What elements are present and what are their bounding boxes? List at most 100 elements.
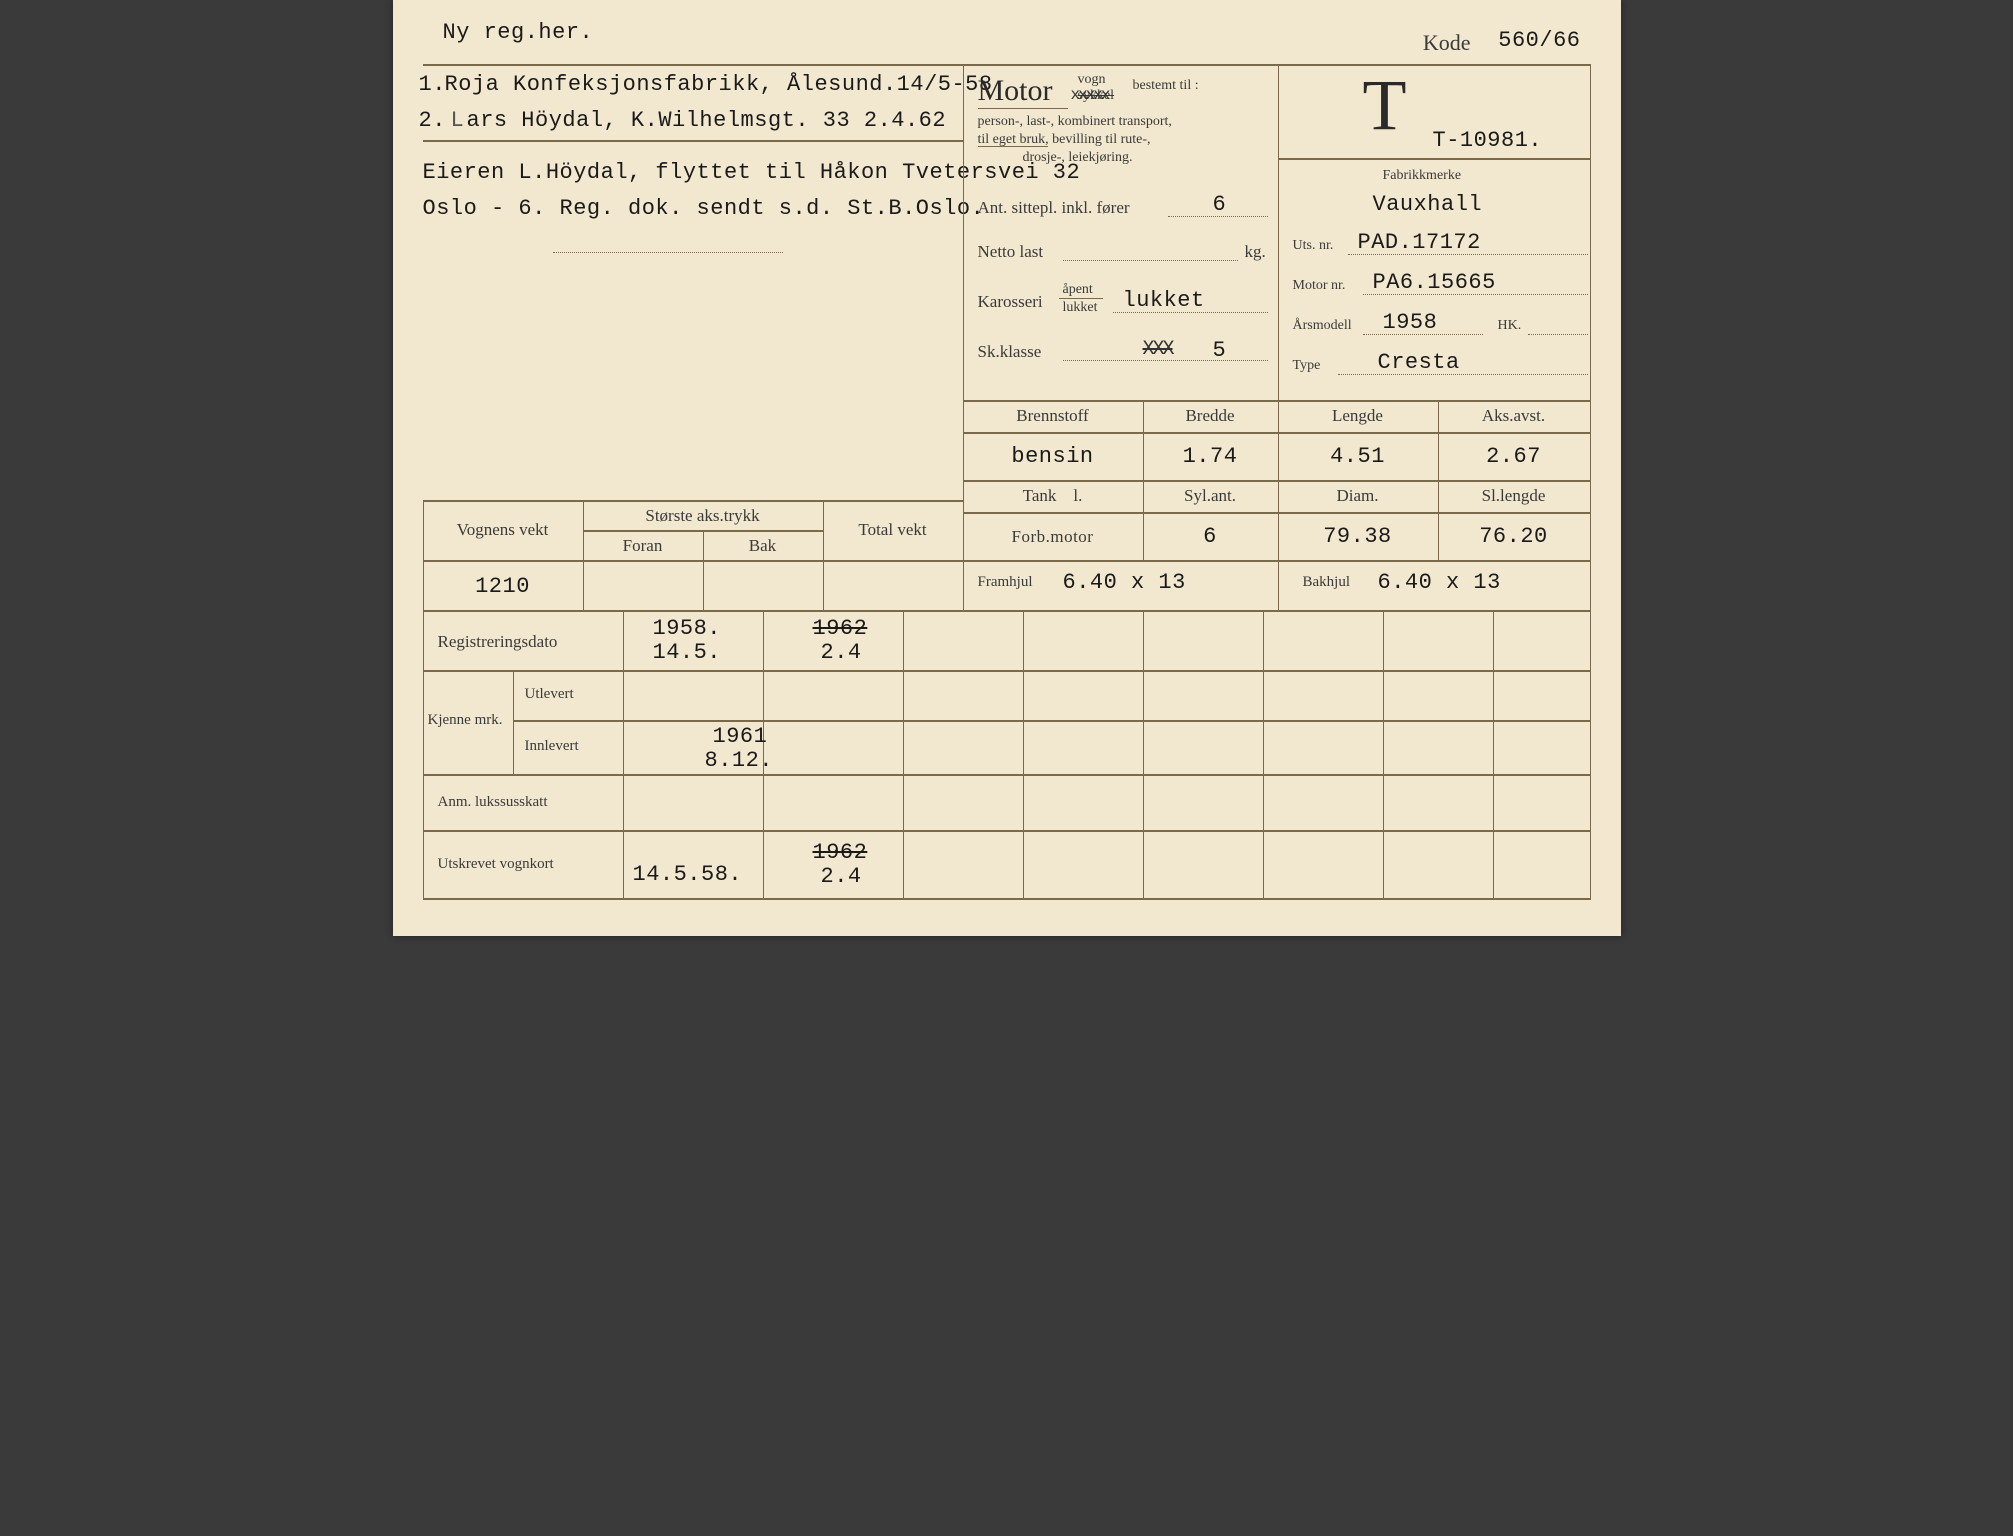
dates-v-reg [623, 610, 625, 670]
tank-label: Tank l. [963, 486, 1143, 506]
motor-underline-2 [978, 146, 1048, 147]
anm-label: Anm. lukssusskatt [438, 794, 548, 811]
dates-vc3 [1023, 610, 1025, 898]
vognensvekt-value: 1210 [423, 574, 583, 599]
type-value: Cresta [1378, 350, 1460, 375]
utskrevet-2-year: 1962 [813, 840, 868, 865]
innlevert-day: 8.12. [705, 748, 774, 773]
motornr-dotline [1363, 294, 1588, 295]
lengde-label: Lengde [1278, 406, 1438, 426]
weights-v2 [823, 500, 825, 610]
arsmodell-label: Årsmodell [1293, 318, 1352, 334]
dates-h5 [423, 898, 1591, 900]
dates-vc7 [1493, 610, 1495, 898]
regdato-2-year: 1962 [813, 616, 868, 641]
syl-value: 6 [1143, 524, 1278, 549]
aksavst-label: Aks.avst. [1438, 406, 1590, 426]
bredde-value: 1.74 [1143, 444, 1278, 469]
bakhjul-label: Bakhjul [1303, 574, 1351, 591]
kode-value: 560/66 [1498, 28, 1580, 53]
brennstoff-label: Brennstoff [963, 406, 1143, 426]
motor-word: Motor [978, 74, 1053, 107]
regdato-1-year: 1958. [653, 616, 722, 641]
syl-label: Syl.ant. [1143, 486, 1278, 506]
dates-vc2 [903, 610, 905, 898]
specs-r4 [423, 560, 1591, 562]
dates-h3 [423, 774, 1591, 776]
rule-regno [1278, 158, 1590, 160]
diam-label: Diam. [1278, 486, 1438, 506]
motornr-label: Motor nr. [1293, 278, 1346, 294]
karosseri-fraction-line [1059, 298, 1103, 299]
brennstoff-value: bensin [963, 444, 1143, 469]
dates-vc4 [1143, 610, 1145, 898]
utsnr-label: Uts. nr. [1293, 238, 1334, 254]
nettolast-label: Netto last [978, 242, 1044, 262]
kjenne-label: Kjenne mrk. [428, 712, 503, 729]
regdato-1-day: 14.5. [653, 640, 722, 665]
utsnr-dotline [1348, 254, 1588, 255]
utskrevet-label: Utskrevet vognkort [438, 856, 554, 873]
rule-top [423, 64, 1591, 66]
nettolast-unit: kg. [1245, 242, 1266, 262]
utsnr-value: PAD.17172 [1358, 230, 1481, 255]
regdato-label: Registreringsdato [438, 632, 558, 652]
vline-motor-left [963, 64, 965, 400]
innlevert-label: Innlevert [525, 738, 579, 755]
card-content: Ny reg.her. Kode 560/66 1. Roja Konfeksj… [423, 20, 1591, 916]
regdato-2-day: 2.4 [821, 640, 862, 665]
hk-dotline [1528, 334, 1588, 335]
karosseri-dotline [1113, 312, 1268, 313]
registration-card: Ny reg.her. Kode 560/66 1. Roja Konfeksj… [393, 0, 1621, 936]
specs-r2 [963, 480, 1591, 482]
weights-mid [583, 530, 823, 532]
motor-xxxxx: xxxxx [1071, 86, 1109, 104]
forbmotor-label: Forb.motor [963, 524, 1143, 549]
owner-line-2-initial: L [451, 108, 465, 133]
skklasse-xxx: XXX [1143, 338, 1173, 361]
sllengde-value: 76.20 [1438, 524, 1590, 549]
diam-value: 79.38 [1278, 524, 1438, 549]
hk-label: HK. [1498, 318, 1522, 334]
vognensvekt-label: Vognens vekt [423, 520, 583, 540]
aksavst-value: 2.67 [1438, 444, 1590, 469]
skklasse-dotline [1063, 360, 1268, 361]
dates-h1 [423, 670, 1591, 672]
owner-num-2: 2. [419, 108, 446, 133]
owner-note-2: Oslo - 6. Reg. dok. sendt s.d. St.B.Oslo… [423, 196, 985, 221]
fabrikkmerke-label: Fabrikkmerke [1383, 168, 1462, 184]
motor-desc-3: drosje-, leiekjøring. [1023, 150, 1133, 166]
kode-label: Kode [1423, 30, 1471, 56]
owner-num-1: 1. [419, 72, 446, 97]
sittepl-dotline [1168, 216, 1268, 217]
vline-left-border [423, 500, 425, 898]
bakhjul-value: 6.40 x 13 [1378, 570, 1501, 595]
district-letter: T [1363, 64, 1407, 147]
type-dotline [1338, 374, 1588, 375]
type-label: Type [1293, 358, 1321, 374]
innlevert-year: 1961 [713, 724, 768, 749]
motor-bestemt: bestemt til : [1133, 78, 1199, 94]
bak-label: Bak [703, 536, 823, 556]
motornr-value: PA6.15665 [1373, 270, 1496, 295]
dates-v-kjenne [513, 670, 515, 774]
dates-h4 [423, 830, 1591, 832]
dates-vc6 [1383, 610, 1385, 898]
reg-number: T-10981. [1433, 128, 1543, 153]
lengde-value: 4.51 [1278, 444, 1438, 469]
fabrikkmerke-value: Vauxhall [1373, 192, 1483, 217]
bredde-label: Bredde [1143, 406, 1278, 426]
utskrevet-2-day: 2.4 [821, 864, 862, 889]
skklasse-label: Sk.klasse [978, 342, 1042, 362]
rule-owner-mid [423, 140, 963, 142]
owner-line-2: ars Höydal, K.Wilhelmsgt. 33 2.4.62 [467, 108, 947, 133]
specs-r3 [963, 512, 1591, 514]
top-note: Ny reg.her. [443, 20, 594, 45]
karosseri-label: Karosseri [978, 292, 1043, 312]
dotted-rule [553, 252, 783, 253]
nettolast-dotline [1063, 260, 1238, 261]
hjul-bottom [423, 610, 1591, 612]
karosseri-lukket-small: lukket [1063, 300, 1098, 316]
motor-desc-1: person-, last-, kombinert transport, [978, 114, 1268, 130]
totalvekt-label: Total vekt [823, 520, 963, 540]
